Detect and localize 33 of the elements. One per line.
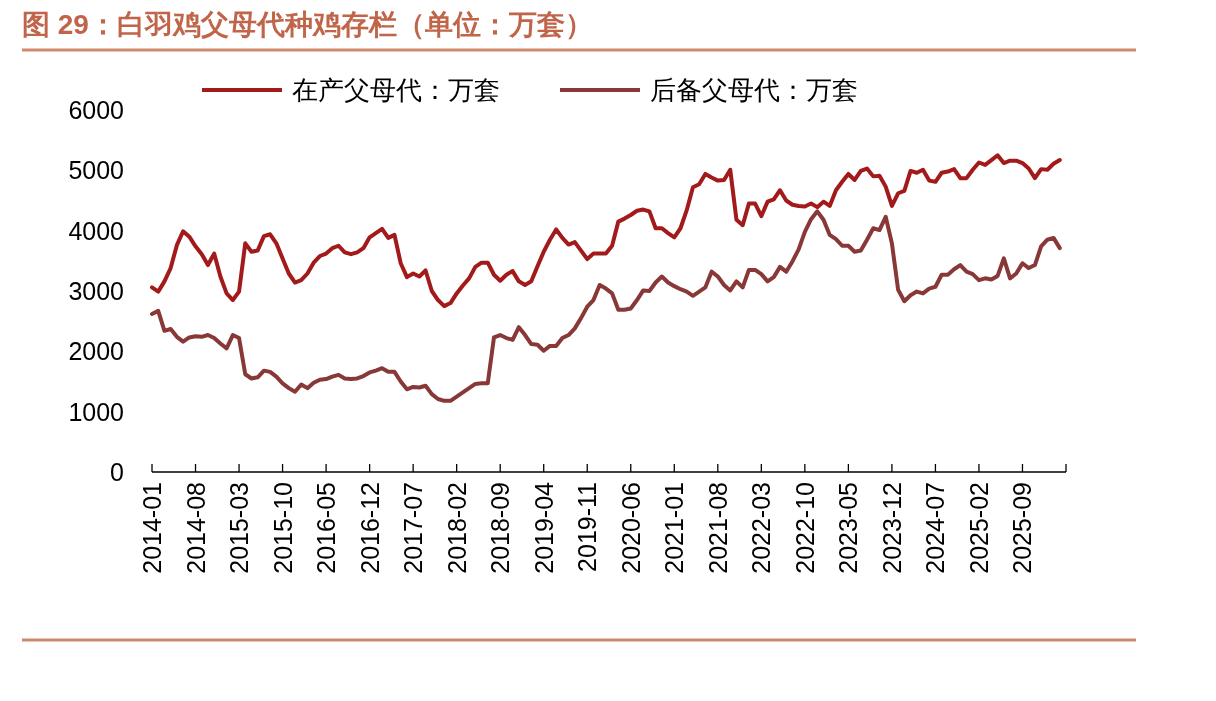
x-tick-label: 2025-09: [1008, 482, 1037, 574]
x-tick-label: 2015-03: [225, 482, 254, 574]
x-tick-label: 2014-01: [138, 482, 166, 574]
y-tick-label: 4000: [68, 216, 124, 245]
line-series: [150, 153, 1062, 309]
x-tick-label: 2020-06: [616, 482, 645, 574]
x-tick-label: 2017-07: [399, 482, 428, 574]
y-tick-label: 1000: [68, 397, 124, 426]
legend-label: 后备父母代：万套: [650, 75, 858, 105]
x-tick-label: 2022-10: [790, 482, 819, 574]
x-tick-label: 2015-10: [268, 482, 297, 574]
x-tick-label: 2016-12: [355, 482, 384, 574]
x-tick-label: 2023-05: [834, 482, 863, 574]
y-tick-label: 3000: [68, 277, 124, 305]
y-tick-label: 6000: [68, 96, 124, 124]
x-tick-label: 2021-08: [703, 482, 732, 574]
x-tick-label: 2024-07: [921, 482, 950, 574]
x-tick-label: 2018-02: [442, 482, 471, 574]
x-tick-label: 2014-08: [181, 482, 210, 574]
x-tick-label: 2019-11: [573, 482, 602, 572]
x-tick-label: 2016-05: [312, 482, 341, 574]
y-tick-label: 5000: [68, 156, 124, 185]
chart-title: 图 29：白羽鸡父母代种鸡存栏（单位：万套）: [22, 9, 593, 40]
x-tick-label: 2019-04: [529, 481, 558, 574]
legend-label: 在产父母代：万套: [292, 75, 500, 105]
y-tick-label: 0: [110, 458, 124, 486]
x-tick-label: 2021-01: [660, 482, 689, 574]
y-tick-label: 2000: [68, 337, 124, 366]
x-tick-label: 2018-09: [486, 482, 515, 574]
x-tick-label: 2022-03: [747, 482, 776, 574]
x-tick-label: 2025-02: [964, 482, 993, 574]
x-tick-label: 2023-12: [877, 482, 906, 574]
line-series: [150, 209, 1062, 403]
